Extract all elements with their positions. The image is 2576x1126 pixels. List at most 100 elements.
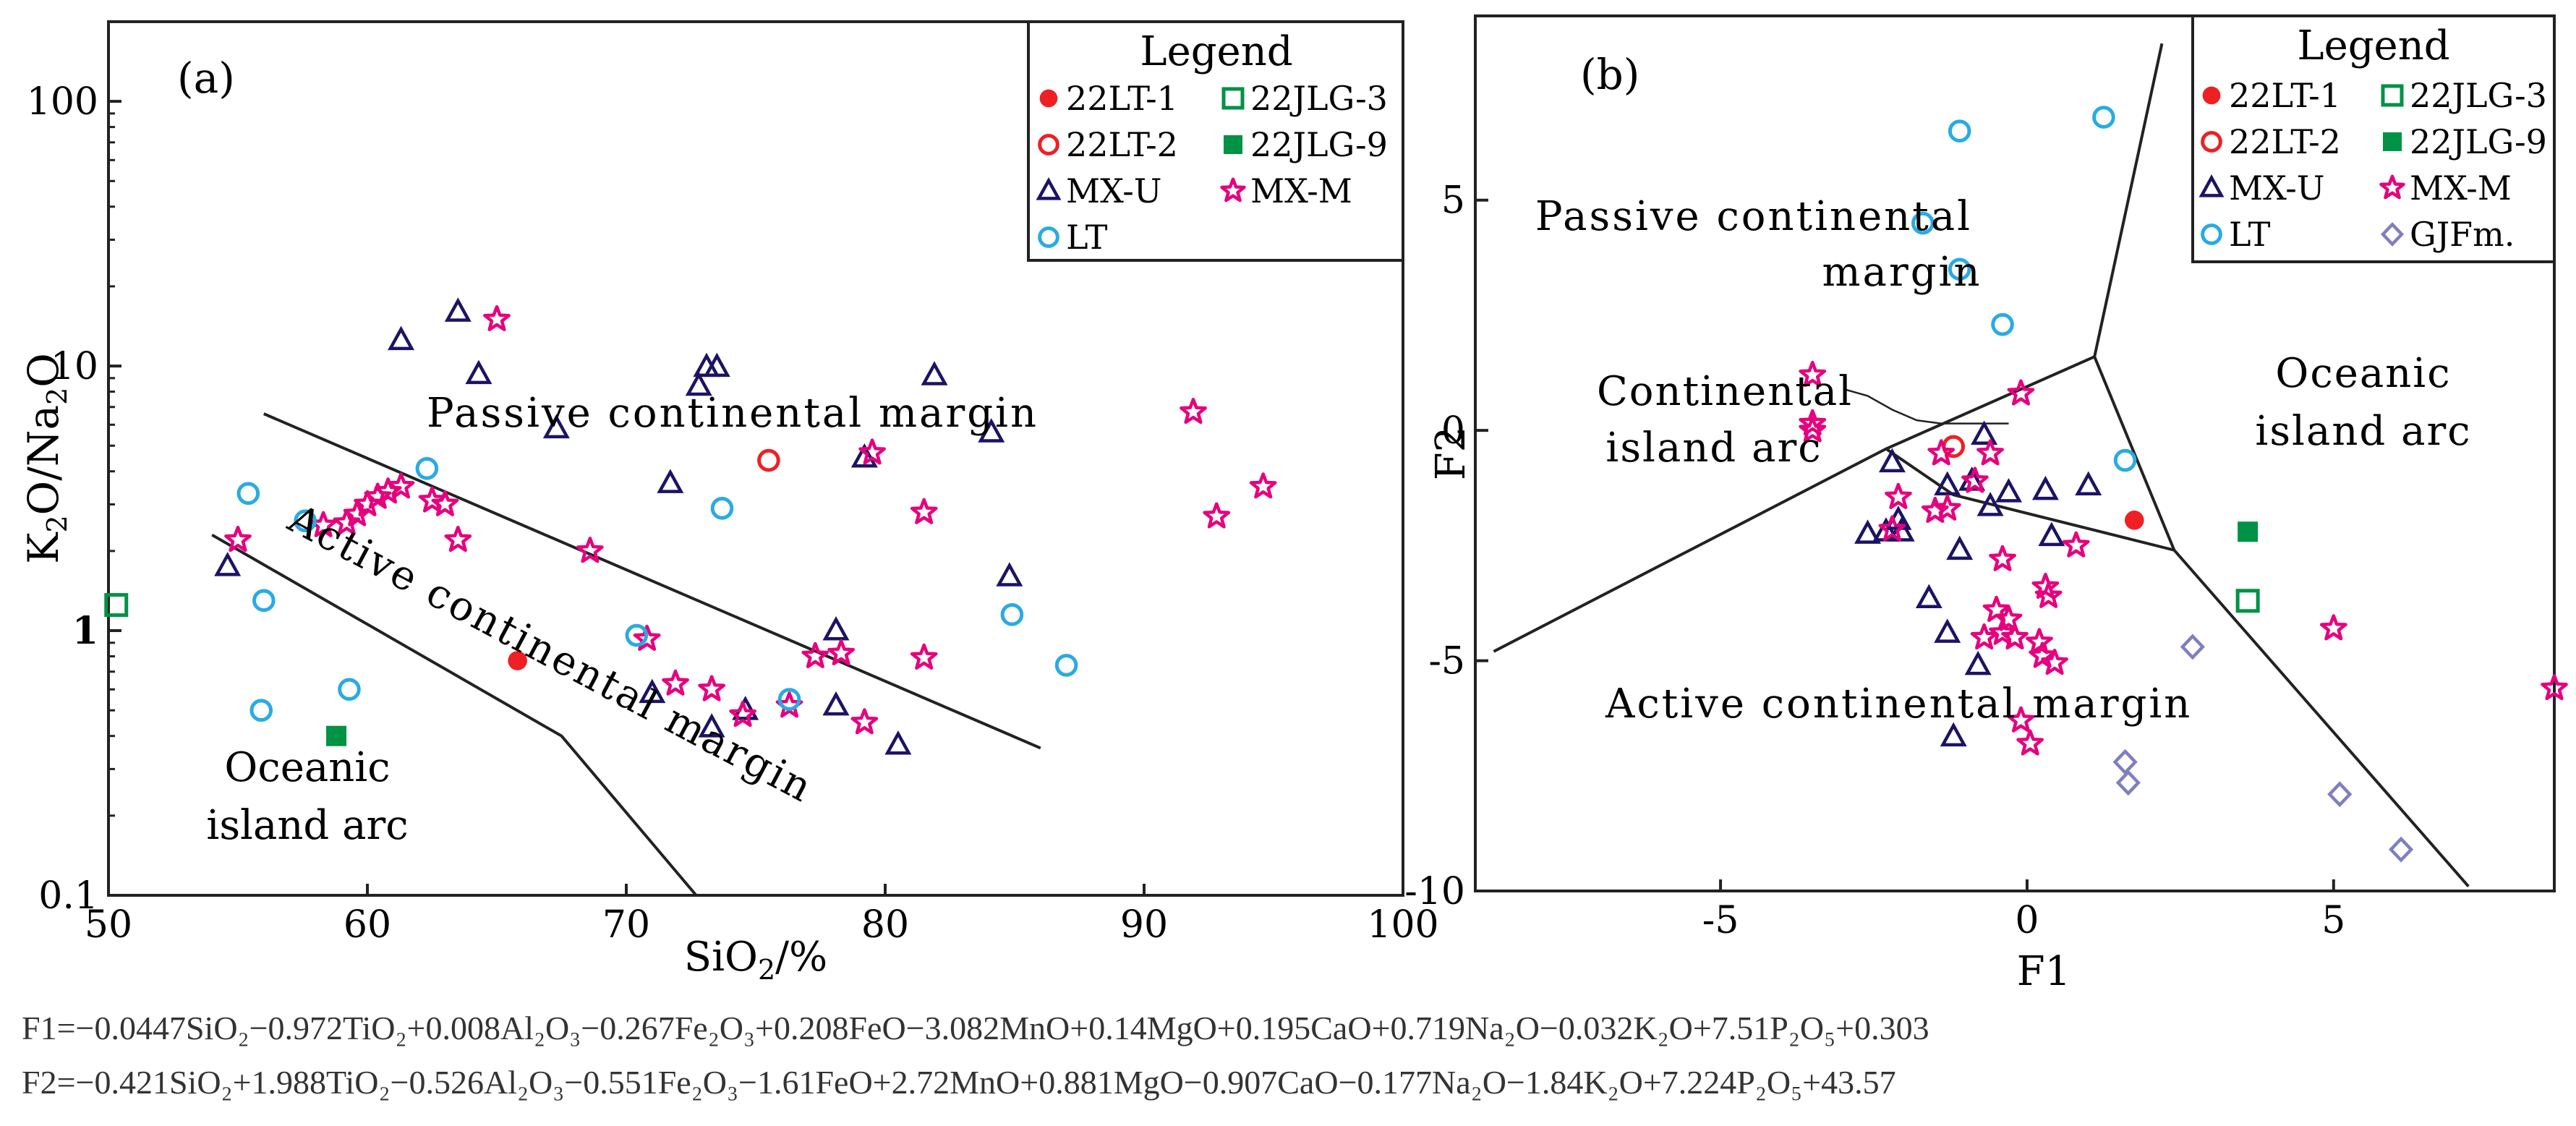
panel-a-point-22lt-2 [757,448,780,472]
panel-a-label: (a) [177,54,235,103]
panel-a-point-mx-m [431,490,459,516]
panel-a-y-tick-label: 100 [27,80,98,124]
legend-label-22lt-2: 22LT-2 [2229,122,2341,161]
panel-a-point-mx-m [662,669,689,696]
panel-b-label: (b) [1580,50,1639,99]
panel-b-point-lt [1911,211,1935,235]
panel-a-point-22jlg-3 [104,593,129,618]
panel-a-point-mx-u [921,361,948,385]
panel-b-point-22jlg-9 [2238,521,2259,542]
panel-b-y-tick-label: -5 [1428,640,1465,683]
panel-a-x-tick-label: 50 [85,903,132,947]
legend-marker-22jlg-3 [1221,87,1245,110]
panel-b-point-mx-u [1971,420,1998,445]
panel-a-point-lt [1000,603,1024,626]
legend-marker-22lt-1 [2202,86,2221,105]
panel-b-plot-frame [1474,14,2556,892]
panel-a-ticks: 50 60 70 80 90 100 0.1 1 10 100 [27,80,1439,947]
legend-label-22jlg-9: 22JLG-9 [2410,122,2547,161]
panel-b-boundaries [1493,43,2470,887]
panel-a-point-lt [294,509,317,532]
panel-a-x-tick-label: 100 [1367,903,1438,947]
panel-b-point-gjfm [2180,634,2205,660]
legend-marker-mx-m [2379,174,2405,200]
panel-a-point-lt [625,623,649,647]
panel-a-point-mx-m [444,525,472,553]
panel-a-point-lt [1054,654,1078,677]
panel-b-point-22jlg-3 [2235,589,2260,613]
panel-b-point-mx-m [1799,416,1827,443]
panel-a-plot-frame [107,20,1404,897]
legend-marker-22lt-2 [1038,134,1059,155]
panel-b-point-gjfm [2112,748,2138,775]
panel-a-point-lt [710,497,734,520]
panel-a-legend: Legend 22LT-1 22JLG-3 22LT-2 22JLG-9 MX-U MX-… [1027,20,1404,262]
panel-a-points [104,297,1277,755]
legend-label-gjfm: GJFm. [2410,215,2515,254]
legend-label-22jlg-3: 22JLG-3 [2410,76,2547,115]
panel-b-point-mx-m [2541,674,2568,701]
panel-b-point-mx-m [2034,581,2063,608]
panel-b-x-tick-label: 0 [2015,899,2039,942]
legend-label-mx-u: MX-U [2229,169,2325,208]
panel-a-point-lt [250,699,273,722]
panel-a-point-mx-u [996,562,1023,587]
legend-label-22lt-2: 22LT-2 [1066,125,1178,164]
panel-a-legend-box [1027,20,1404,262]
panel-b-y-tick-label: 0 [1441,409,1465,453]
formula-f1: F1=−0.0447SiO₂−0.972TiO₂+0.008Al₂O₃−0.26… [22,1010,1929,1046]
panel-a-y-axis-title: K2O/Na2O [19,353,73,564]
field-label-continental-2: island arc [1605,425,1822,472]
panel-b-legend-title: Legend [2297,22,2449,69]
legend-marker-mx-m [1220,177,1246,202]
panel-b-boundary-line-2 [1885,447,2470,887]
panel-b-point-mx-m [1878,515,1906,542]
panel-a-legend-title: Legend [1140,28,1292,75]
panel-b-point-lt [1948,119,1971,143]
panel-b-points [1799,106,2568,863]
panel-a-point-lt [338,678,361,701]
panel-a-y-tick-label: 10 [51,345,98,388]
panel-b-point-gjfm [2388,836,2414,863]
panel-b-point-mx-u [1940,722,1967,747]
panel-a-point-mx-m [633,624,661,651]
field-label-oceanic-b-2: island arc [2255,408,2471,455]
panel-a-point-mx-u [214,552,242,576]
panel-b-point-mx-m [1976,439,2004,466]
panel-a-point-mx-m [910,498,938,524]
panel-a-point-mx-m [418,486,446,513]
panel-a-boundary-line-2 [211,533,698,897]
panel-a-point-mx-u [542,414,570,439]
panel-a-point-mx-u [685,371,712,396]
panel-a-point-lt [777,688,801,711]
panel-b-point-mx-u [1976,492,2004,516]
panel-b-point-mx-m [1885,482,1912,509]
panel-a-point-mx-u [703,352,730,378]
panel-b-point-mx-u [1995,478,2023,503]
panel-a-x-axis-title: SiO2/% [684,934,827,986]
panel-a-point-mx-u [444,297,472,322]
field-label-oceanic-b-1: Oceanic [2275,350,2451,397]
panel-a-point-lt [252,589,276,613]
panel-b-point-mx-m [1799,409,1827,436]
panel-a-point-22lt-1 [508,651,527,670]
legend-label-mx-m: MX-M [2410,169,2512,208]
legend-marker-22lt-1 [1039,89,1058,108]
legend-label-lt: LT [1066,218,1108,257]
panel-a-boundary-line-1 [263,412,1041,750]
panel-b-point-mx-u [2075,471,2102,496]
legend-marker-lt [2201,223,2222,245]
field-label-passive-margin: Passive continental margin [427,390,1038,437]
panel-b-point-mx-u [1964,650,1992,675]
panel-b-boundary-line-3 [2093,356,2176,551]
panel-b-point-mx-m [2041,649,2068,675]
panel-b-point-mx-u [1878,448,1906,473]
field-label-oceanic-2: island arc [206,802,408,849]
field-label-oceanic-1: Oceanic [224,744,390,791]
panel-b-point-mx-m [1921,496,1949,524]
panel-b-point-mx-u [1934,471,1961,496]
legend-marker-mx-u [2198,174,2225,197]
panel-a-point-mx-m [801,641,829,668]
panel-b-point-mx-u [2031,475,2059,500]
panel-b-point-mx-m [2007,379,2035,406]
